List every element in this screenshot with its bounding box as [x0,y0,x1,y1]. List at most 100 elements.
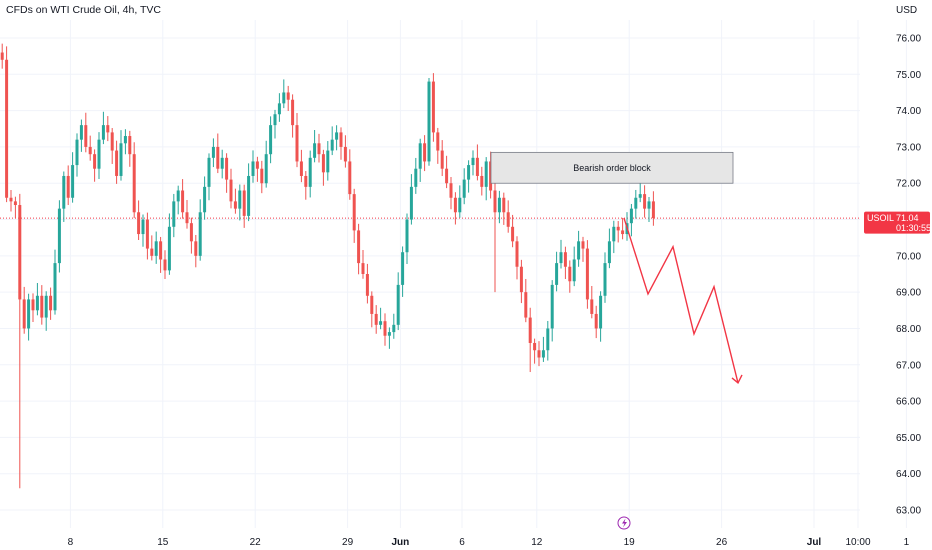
candle-body [537,350,541,358]
candle-body [106,125,110,133]
y-tick-label: 69.00 [896,288,921,299]
candle-body [348,161,352,195]
candle-body [533,342,537,351]
y-tick-label: 73.00 [896,142,921,153]
candle-body [396,284,400,325]
price-axis[interactable]: USD 76.0075.0074.0073.0072.0071.0070.006… [896,5,921,517]
bearish-order-block-zone[interactable] [490,151,734,184]
candle-body [603,263,607,296]
candle-body [260,168,264,184]
candle-body [211,146,215,158]
lightning-icon [622,518,627,528]
y-tick-label: 64.00 [896,469,921,480]
candle-body [326,150,330,173]
time-axis[interactable]: 8 15 22 29 Jun 6 12 19 26 Jul 10:00 1 [68,537,910,548]
candle-body [154,241,158,256]
y-tick-label: 65.00 [896,433,921,444]
candle-body [511,226,515,242]
candle-body [515,241,519,267]
candle-body [185,212,189,224]
x-tick-label: 22 [250,537,262,548]
y-tick-label: 68.00 [896,324,921,335]
event-marker[interactable] [617,516,631,530]
candle-body [0,52,4,60]
candle-body [119,143,123,176]
candle-body [220,157,224,169]
candle-body [480,175,484,187]
candle-body [647,201,651,209]
y-tick-label: 74.00 [896,106,921,117]
y-tick-label: 72.00 [896,179,921,190]
order-block: Bearish order block [490,151,734,184]
candle-body [247,175,251,216]
x-tick-label: 15 [157,537,169,548]
candle-body [150,248,154,256]
candle-body [392,324,396,333]
candle-body [35,295,39,311]
candle-body [163,259,167,271]
projection-arrow-head [731,374,743,385]
candle-body [242,190,246,216]
candle-body [62,175,66,209]
candle-body [379,321,383,325]
candle-body [321,154,325,173]
candle-body [18,205,22,300]
candle-body [181,190,185,213]
projection-path[interactable] [623,217,739,384]
order-block-label: Bearish order block [573,163,651,173]
candle-body [555,263,559,285]
candle-body [189,223,193,242]
candle-body [233,201,237,209]
x-tick-label: 29 [342,537,354,548]
candle-body [216,146,220,169]
candle-body [440,150,444,169]
candle-body [387,332,391,336]
candle-body [22,299,26,329]
y-tick-label: 76.00 [896,34,921,45]
candle-body [493,190,497,213]
candle-body [550,284,554,329]
candle-body [13,201,17,206]
chart-title: CFDs on WTI Crude Oil, 4h, TVC [6,4,161,16]
candle-body [634,197,638,209]
candle-body [57,208,61,264]
candle-body [159,241,163,260]
candle-body [616,226,620,231]
candle-body [612,226,616,242]
candle-body [365,274,369,296]
candle-body [343,146,347,162]
candle-body [546,328,550,351]
candle-body [203,186,207,213]
candle-body [339,132,343,147]
candle-body [581,241,585,249]
candle-body [145,219,149,249]
candle-body [304,175,308,187]
candle-body [115,150,119,176]
candle-body [405,219,409,253]
candle-body [123,136,127,144]
candle-body [255,161,259,169]
candle-body [357,230,361,264]
candle-body [207,157,211,187]
x-tick-label: Jul [807,537,822,548]
candle-body [40,295,44,318]
candle-body [313,143,317,158]
candle-body [317,143,321,155]
candle-body [506,212,510,227]
y-tick-label: 66.00 [896,397,921,408]
candle-body [436,132,440,151]
candle-body [383,321,387,336]
candle-body [79,125,83,140]
candles [0,43,655,489]
candle-body [273,114,277,126]
x-tick-label: Jun [392,537,410,548]
x-tick-label: 10:00 [845,537,870,548]
candle-body [590,299,594,314]
candle-body [423,143,427,162]
candle-body [194,241,198,256]
x-tick-label: 26 [716,537,728,548]
candle-body [277,103,281,115]
candle-body [101,125,105,140]
